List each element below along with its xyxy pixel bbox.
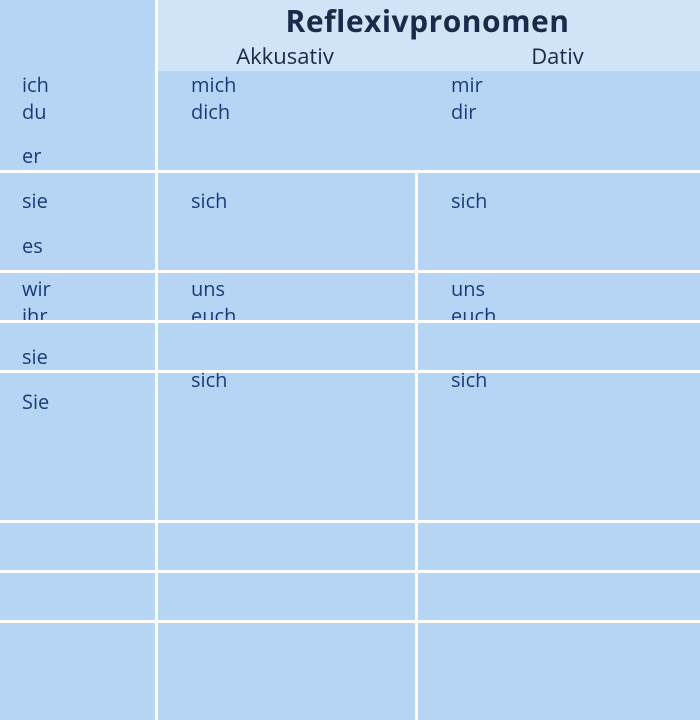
pronoun-label: es xyxy=(22,232,48,259)
dativ-cell: mir xyxy=(415,71,700,98)
table-container: Reflexivpronomen Akkusativ Dativ ich mic… xyxy=(0,0,700,700)
akkusativ-cell: sich xyxy=(155,329,415,429)
pronoun-label: sie xyxy=(22,343,49,370)
akkusativ-cell: euch xyxy=(155,302,415,329)
pronoun-cell: wir xyxy=(0,275,155,302)
pronoun-label: wir xyxy=(22,275,51,302)
grammar-table: Reflexivpronomen Akkusativ Dativ ich mic… xyxy=(0,0,700,429)
akkusativ-cell: dich xyxy=(155,98,415,125)
horizontal-rule xyxy=(0,620,700,623)
pronoun-cell: ich xyxy=(0,71,155,98)
horizontal-rule xyxy=(0,570,700,573)
horizontal-rule xyxy=(0,170,700,173)
horizontal-rule xyxy=(0,270,700,273)
pronoun-label: er xyxy=(22,142,48,169)
akkusativ-cell: uns xyxy=(155,275,415,302)
horizontal-rule xyxy=(0,320,700,323)
dativ-cell: uns xyxy=(415,275,700,302)
vertical-rule xyxy=(155,0,158,720)
pronoun-cell: er sie es xyxy=(0,125,155,275)
column-header-akkusativ: Akkusativ xyxy=(155,41,415,71)
dativ-cell: dir xyxy=(415,98,700,125)
dativ-cell: sich xyxy=(415,125,700,275)
horizontal-rule xyxy=(0,370,700,373)
pronoun-cell: sie Sie xyxy=(0,329,155,429)
empty-corner xyxy=(0,0,155,41)
pronoun-cell: ihr xyxy=(0,302,155,329)
table-title: Reflexivpronomen xyxy=(155,0,700,41)
empty-subheader xyxy=(0,41,155,71)
dativ-cell: euch xyxy=(415,302,700,329)
dativ-cell: sich xyxy=(415,329,700,429)
pronoun-cell: du xyxy=(0,98,155,125)
pronoun-label: ihr xyxy=(22,302,48,329)
akkusativ-cell: mich xyxy=(155,71,415,98)
column-header-dativ: Dativ xyxy=(415,41,700,71)
akkusativ-cell: sich xyxy=(155,125,415,275)
pronoun-label: sie xyxy=(22,187,48,214)
vertical-rule xyxy=(415,170,418,720)
pronoun-label: Sie xyxy=(22,388,49,415)
pronoun-label: ich xyxy=(22,71,49,98)
pronoun-label: du xyxy=(22,98,47,125)
horizontal-rule xyxy=(0,520,700,523)
